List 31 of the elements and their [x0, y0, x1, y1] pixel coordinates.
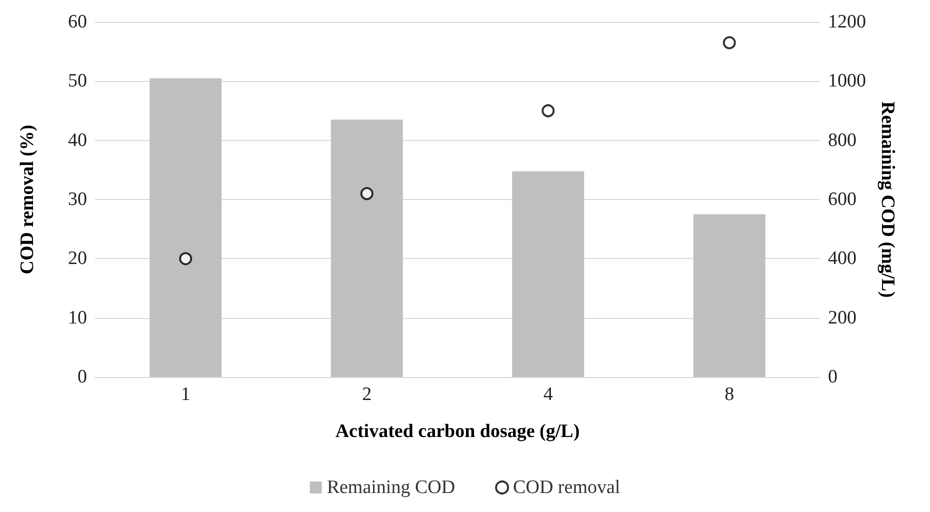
- y-axis-title: COD removal (%): [17, 124, 38, 274]
- y2-tick-label: 1200: [828, 12, 866, 32]
- x-axis-title: Activated carbon dosage (g/L): [335, 421, 580, 442]
- bar: [693, 214, 766, 377]
- y2-tick-label: 200: [828, 307, 856, 328]
- legend-label: Remaining COD: [326, 477, 456, 498]
- bar: [150, 78, 222, 377]
- point: [542, 104, 555, 118]
- y-tick-label: 30: [68, 189, 87, 210]
- y-tick-label: 20: [68, 248, 87, 270]
- y2-tick-label: 400: [828, 248, 856, 270]
- x-tick-label: 8: [724, 384, 734, 405]
- y2-tick-label: 1000: [828, 70, 866, 92]
- y-tick-label: 50: [68, 70, 87, 92]
- x-tick-label: 4: [543, 384, 554, 405]
- x-tick-label: 2: [362, 384, 372, 405]
- y-tick-label: 40: [68, 130, 87, 151]
- y2-axis-title: Remaining COD (mg/L): [877, 101, 898, 298]
- bar: [330, 120, 403, 377]
- legend-label: COD removal: [513, 477, 620, 498]
- x-tick-label: 1: [180, 384, 190, 405]
- y2-tick-label: 800: [828, 130, 856, 151]
- bar: [512, 171, 584, 377]
- y-tick-label: 60: [68, 12, 87, 32]
- point: [179, 252, 192, 266]
- point: [722, 36, 736, 50]
- y-tick-label: 10: [68, 307, 87, 328]
- y-tick-label: 0: [78, 366, 87, 388]
- y2-tick-label: 600: [828, 189, 856, 210]
- point: [360, 187, 374, 200]
- y2-tick-label: 0: [828, 366, 838, 388]
